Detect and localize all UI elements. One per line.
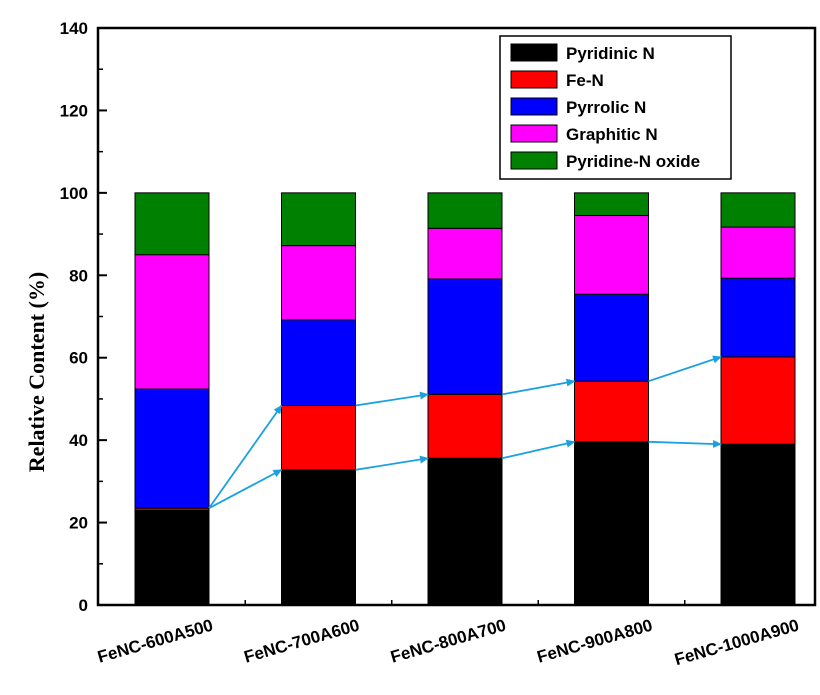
bar-segment: [720, 192, 796, 228]
legend: Pyridinic N Fe-N Pyrrolic N Graphitic N Pyri…: [499, 35, 732, 180]
y-tick-label: 40: [69, 431, 88, 450]
annotation-arrow: [208, 404, 283, 509]
legend-label: Pyridinic N: [566, 44, 655, 63]
y-axis-title: Relative Content (%): [24, 272, 49, 472]
legend-swatch: [510, 124, 558, 143]
bar-segment: [427, 457, 503, 606]
annotation-arrow: [355, 391, 429, 407]
x-tick-label: FeNC-700A600: [242, 616, 362, 667]
bar-segment: [574, 380, 649, 443]
bar-segment: [574, 192, 649, 217]
annotation-arrow: [648, 439, 722, 448]
legend-label: Pyridine-N oxide: [566, 152, 700, 171]
annotation-arrow: [501, 378, 576, 396]
bar-segment: [574, 215, 649, 295]
bar-segment: [574, 293, 649, 382]
annotation-arrow: [208, 469, 283, 509]
legend-swatch: [510, 97, 558, 116]
bar-segment: [134, 509, 210, 606]
y-tick-label: 20: [69, 514, 88, 533]
bar-segment: [427, 393, 503, 459]
legend-label: Graphitic N: [566, 125, 658, 144]
bar-segment: [720, 443, 796, 606]
annotation-arrow: [648, 355, 722, 383]
annotation-arrows: [208, 355, 722, 509]
y-tick-label: 60: [69, 349, 88, 368]
legend-label: Pyrrolic N: [566, 98, 646, 117]
bar-segment: [281, 405, 356, 471]
legend-swatch: [510, 43, 558, 62]
bar-segment: [134, 192, 210, 256]
x-tick-label: FeNC-600A500: [95, 616, 215, 667]
y-tick-label: 120: [60, 101, 88, 120]
bar-segment: [134, 388, 210, 509]
legend-swatch: [510, 151, 558, 170]
bar-segment: [427, 227, 503, 280]
x-tick-label: FeNC-900A800: [535, 616, 655, 667]
y-tick-label: 100: [60, 184, 88, 203]
x-tick-label: FeNC-800A700: [388, 616, 508, 667]
bar-segment: [720, 356, 796, 445]
bar-segment: [134, 254, 210, 390]
bar-segment: [281, 192, 356, 247]
y-tick-label: 80: [69, 266, 88, 285]
annotation-arrow: [355, 455, 429, 471]
y-tick-label: 0: [79, 596, 88, 615]
bar-segment: [574, 441, 649, 606]
legend-label: Fe-N: [566, 71, 604, 90]
bars-group: [134, 192, 796, 606]
bar-segment: [427, 192, 503, 229]
bar-segment: [427, 278, 503, 395]
bar-segment: [281, 319, 356, 407]
bar-segment: [720, 277, 796, 358]
y-tick-label: 140: [60, 19, 88, 38]
x-tick-label: FeNC-1000A900: [672, 616, 801, 670]
bar-segment: [720, 226, 796, 279]
annotation-arrow: [501, 439, 576, 460]
bar-segment: [281, 245, 356, 321]
legend-swatch: [510, 70, 558, 89]
bar-segment: [281, 469, 356, 606]
